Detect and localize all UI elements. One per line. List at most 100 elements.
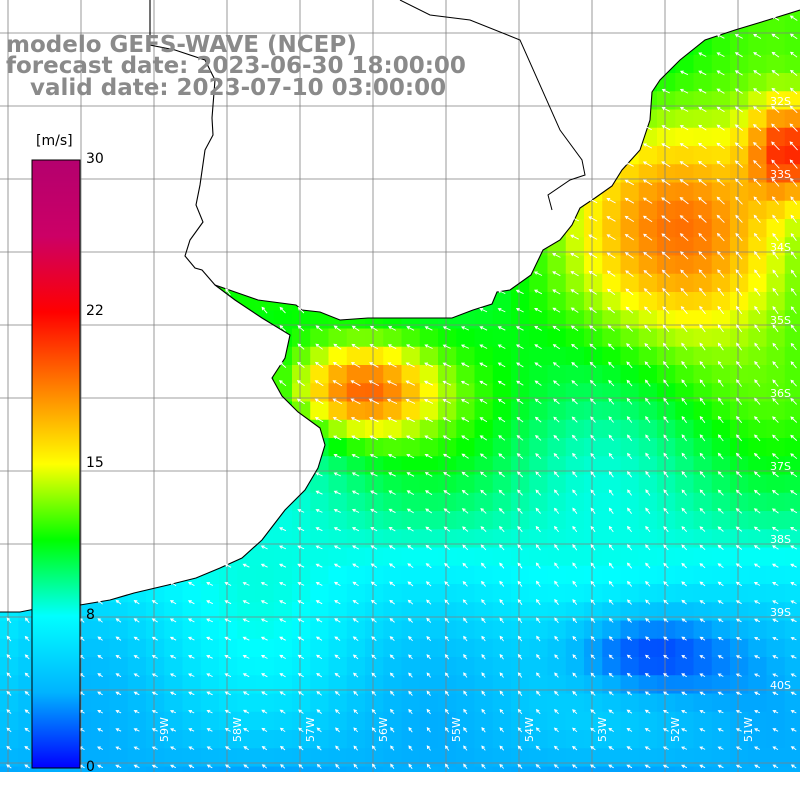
field-cell <box>748 401 768 421</box>
field-cell <box>730 109 749 129</box>
wind-arrow <box>516 416 524 423</box>
field-cell <box>784 730 800 749</box>
field-cell <box>620 474 640 494</box>
wind-arrow <box>681 544 688 551</box>
field-cell <box>638 182 658 202</box>
wind-arrow <box>626 562 633 569</box>
field-cell <box>109 693 129 713</box>
field-cell <box>620 693 640 713</box>
field-cell <box>638 748 658 768</box>
wind-arrow <box>260 636 268 641</box>
wind-arrow <box>789 69 798 76</box>
field-cell <box>766 584 786 603</box>
field-cell <box>547 529 567 549</box>
wind-arrow <box>606 198 616 204</box>
wind-arrow <box>754 618 761 623</box>
field-cell <box>383 766 403 772</box>
wind-arrow <box>645 544 651 551</box>
field-cell <box>730 365 749 384</box>
field-cell <box>547 730 567 749</box>
field-cell <box>675 182 695 202</box>
wind-arrow <box>115 673 122 678</box>
field-cell <box>255 565 275 585</box>
field-cell <box>419 511 439 530</box>
wind-arrow <box>790 453 798 460</box>
field-cell <box>675 419 695 439</box>
field-cell <box>766 365 786 384</box>
field-cell <box>237 693 257 713</box>
field-cell <box>419 456 439 476</box>
wind-arrow <box>369 472 378 477</box>
wind-arrow <box>426 708 431 715</box>
field-cell <box>675 401 695 421</box>
wind-arrow <box>661 269 671 278</box>
wind-arrow <box>369 417 379 423</box>
field-cell <box>547 310 567 330</box>
wind-arrow <box>790 287 797 296</box>
wind-arrow <box>97 618 103 623</box>
wind-arrow <box>515 326 524 331</box>
wind-arrow <box>699 728 706 732</box>
wind-arrow <box>645 581 651 587</box>
wind-arrow <box>133 599 140 605</box>
field-cell <box>638 584 658 603</box>
wind-arrow <box>554 544 559 551</box>
field-cell <box>365 620 384 640</box>
field-cell <box>711 127 731 147</box>
field-cell <box>638 474 658 494</box>
wind-arrow <box>389 599 395 605</box>
wind-arrow <box>516 435 524 441</box>
field-cell <box>346 638 366 658</box>
wind-arrow <box>608 764 614 769</box>
wind-arrow <box>499 672 504 678</box>
field-cell <box>638 200 658 220</box>
wind-arrow <box>754 691 761 696</box>
wind-arrow <box>789 33 798 40</box>
wind-arrow <box>424 435 433 441</box>
wind-arrow <box>572 635 577 642</box>
wind-arrow <box>607 343 615 350</box>
field-cell <box>766 310 786 330</box>
field-cell <box>675 456 695 476</box>
wind-arrow <box>717 544 724 550</box>
field-cell <box>675 310 695 330</box>
wind-arrow <box>790 324 797 332</box>
field-cell <box>784 237 800 257</box>
wind-arrow <box>699 618 706 623</box>
wind-arrow <box>536 635 541 642</box>
field-cell <box>529 273 549 293</box>
field-cell <box>474 383 494 403</box>
wind-arrow <box>645 489 651 496</box>
wind-arrow <box>350 362 361 368</box>
wind-arrow <box>790 342 797 351</box>
wind-arrow <box>571 745 578 751</box>
wind-arrow <box>625 324 634 332</box>
field-cell <box>730 438 749 457</box>
wind-arrow <box>444 672 450 678</box>
wind-arrow <box>772 618 779 623</box>
field-cell <box>182 693 202 713</box>
wind-arrow <box>681 452 687 460</box>
wind-arrow <box>463 745 468 751</box>
field-cell <box>784 529 800 549</box>
field-cell <box>492 365 512 384</box>
field-cell <box>766 109 786 129</box>
field-cell <box>146 693 165 713</box>
wind-arrow <box>479 399 488 404</box>
wind-arrow <box>753 214 761 223</box>
field-cell <box>492 547 512 567</box>
wind-arrow <box>442 326 451 331</box>
field-cell <box>91 766 111 772</box>
wind-arrow <box>479 308 488 313</box>
wind-arrow <box>572 580 578 587</box>
wind-arrow <box>423 398 434 404</box>
wind-arrow <box>479 417 488 423</box>
wind-arrow <box>589 361 597 368</box>
field-cell <box>748 146 768 165</box>
field-cell <box>784 602 800 622</box>
wind-arrow <box>279 691 286 696</box>
field-cell <box>474 675 494 695</box>
wind-arrow <box>681 709 688 714</box>
wind-arrow <box>698 142 707 149</box>
wind-arrow <box>480 507 487 514</box>
